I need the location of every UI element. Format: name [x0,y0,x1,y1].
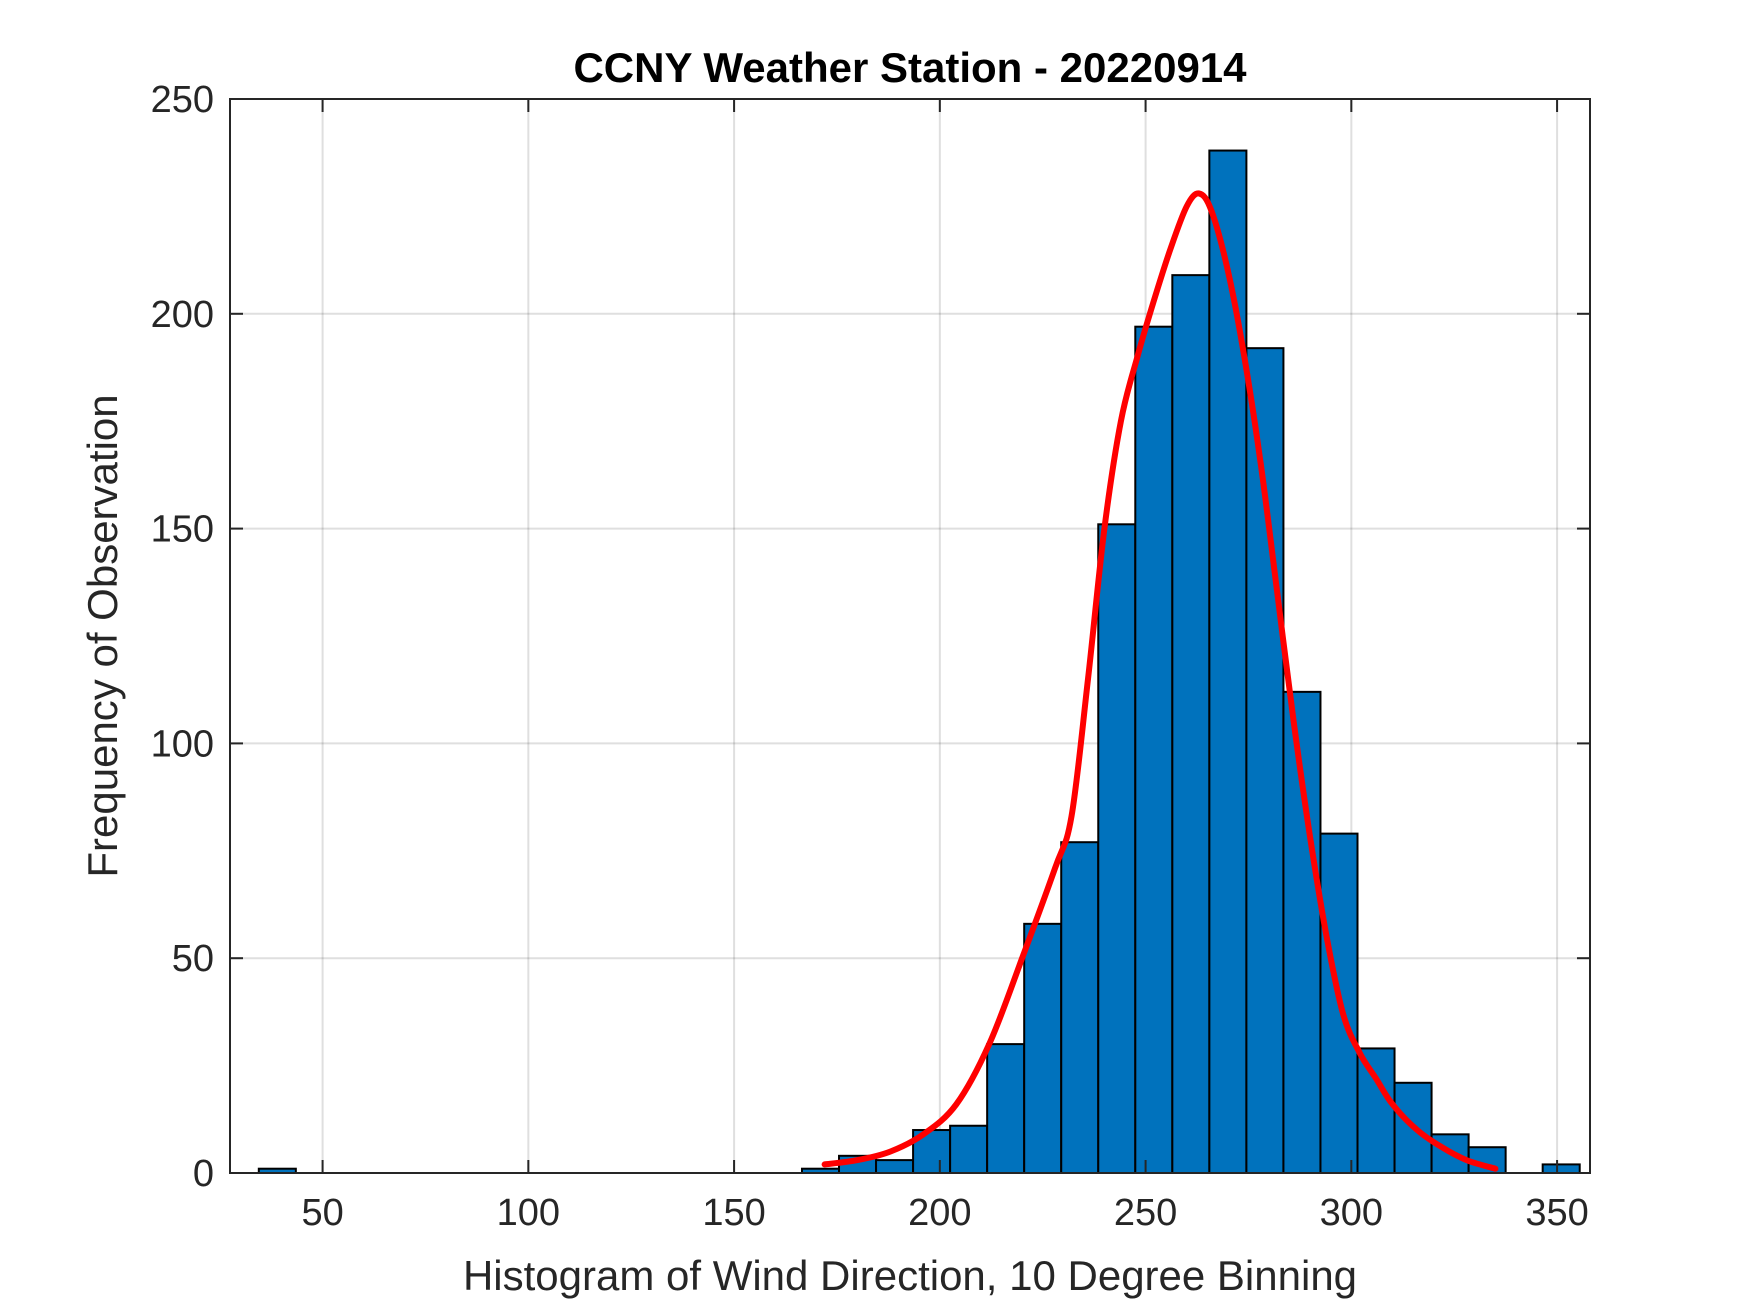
y-tick-label: 250 [151,79,214,121]
axes-box [229,98,1591,1174]
histogram-bar-10 [1134,325,1174,1174]
histogram-bar-5 [949,1124,989,1175]
histogram-bar-6 [986,1043,1026,1174]
x-tick-label: 150 [702,1192,765,1234]
x-tick-label: 50 [301,1192,343,1234]
histogram-bar-8 [1060,841,1100,1174]
plot-area [230,99,1590,1173]
histogram-bar-7 [1023,922,1063,1174]
y-axis-label: Frequency of Observation [79,394,126,877]
y-tick-label: 150 [151,509,214,551]
y-tick-label: 200 [151,294,214,336]
histogram-bar-20 [1541,1163,1581,1174]
y-tick-label: 100 [151,723,214,765]
y-tick-label: 50 [172,938,214,980]
x-tick-label: 350 [1525,1192,1588,1234]
histogram-bar-9 [1097,523,1137,1174]
x-tick-label: 250 [1114,1192,1177,1234]
axis-ticks: 50 100 150 200 250 300 350 0 50 100 150 200 250 [151,79,1590,1234]
x-axis-label: Histogram of Wind Direction, 10 Degree B… [463,1252,1357,1299]
fit-curve-line [821,190,1499,1172]
x-tick-label: 300 [1320,1192,1383,1234]
histogram-bar-12 [1208,149,1248,1174]
chart-title: CCNY Weather Station - 20220914 [573,44,1247,91]
histogram-bar-11 [1171,274,1211,1174]
histogram-bar-3 [875,1159,915,1175]
x-tick-label: 200 [908,1192,971,1234]
histogram-bar-16 [1356,1047,1396,1175]
y-tick-label: 0 [193,1153,214,1195]
x-tick-label: 100 [497,1192,560,1234]
histogram-bar-13 [1245,347,1285,1174]
